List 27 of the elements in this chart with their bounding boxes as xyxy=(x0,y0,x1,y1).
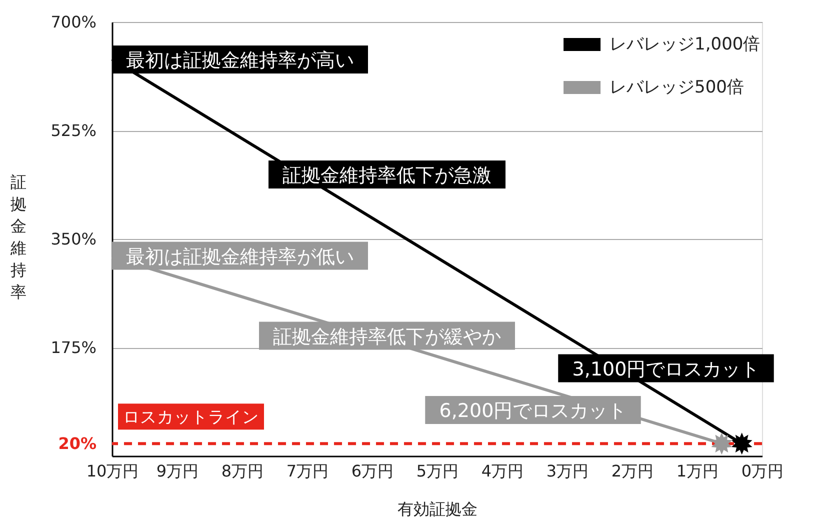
ref-line-label: ロスカットライン xyxy=(123,408,259,427)
x-axis-title: 有効証拠金 xyxy=(398,500,478,518)
y-tick-label: 175% xyxy=(50,338,96,357)
x-tick-label: 4万円 xyxy=(481,462,524,480)
y-tick-label: 700% xyxy=(50,12,96,32)
x-tick-label: 1万円 xyxy=(676,462,719,480)
x-tick-label: 8万円 xyxy=(221,462,264,480)
legend-label: レバレッジ1,000倍 xyxy=(610,34,760,54)
annotation: 証拠金維持率低下が緩やか xyxy=(273,326,501,348)
x-tick-label: 10万円 xyxy=(86,462,139,480)
x-tick-label: 5万円 xyxy=(416,462,459,480)
annotation: 証拠金維持率低下が急激 xyxy=(282,164,492,186)
x-tick-label: 6万円 xyxy=(351,462,394,480)
y-axis-title: 証拠金維持率 xyxy=(10,172,26,302)
legend-label: レバレッジ500倍 xyxy=(610,78,744,98)
annotation: 最初は証拠金維持率が低い xyxy=(126,246,354,268)
x-tick-label: 0万円 xyxy=(741,462,784,480)
x-tick-label: 2万円 xyxy=(611,462,654,480)
y-tick-label: 20% xyxy=(58,434,96,454)
annotation: 最初は証拠金維持率が高い xyxy=(126,50,354,72)
y-tick-label: 350% xyxy=(50,230,96,248)
annotation: 3,100円でロスカット xyxy=(572,358,760,380)
x-tick-label: 9万円 xyxy=(156,462,199,480)
annotation: 6,200円でロスカット xyxy=(439,400,627,422)
x-tick-label: 3万円 xyxy=(546,462,589,480)
y-tick-label: 525% xyxy=(50,121,96,140)
x-tick-label: 7万円 xyxy=(286,462,329,480)
